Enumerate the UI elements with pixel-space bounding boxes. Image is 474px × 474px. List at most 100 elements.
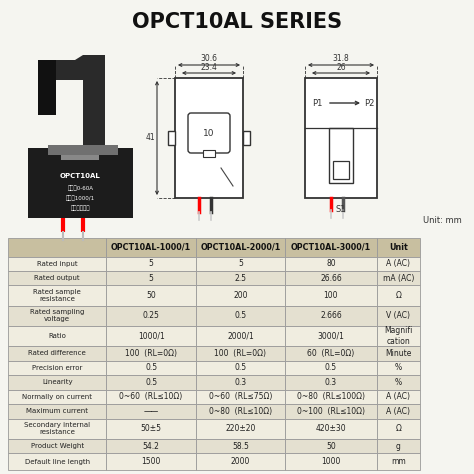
Text: 80: 80 bbox=[326, 259, 336, 268]
Bar bbox=[285, 419, 377, 439]
Bar bbox=[107, 419, 196, 439]
Bar bbox=[196, 256, 285, 271]
Text: 0~60  (RL≤10Ω): 0~60 (RL≤10Ω) bbox=[119, 392, 183, 401]
Bar bbox=[196, 419, 285, 439]
Bar bbox=[8, 361, 107, 375]
Text: OPCT10AL-3000/1: OPCT10AL-3000/1 bbox=[291, 243, 371, 252]
Text: OPCT10AL: OPCT10AL bbox=[60, 173, 101, 179]
Bar bbox=[107, 375, 196, 390]
Text: Rated sample
resistance: Rated sample resistance bbox=[33, 289, 81, 302]
Text: 5: 5 bbox=[149, 273, 154, 283]
Bar bbox=[107, 306, 196, 326]
Text: P2: P2 bbox=[364, 99, 374, 108]
Text: 50±5: 50±5 bbox=[141, 424, 162, 433]
Text: 0.5: 0.5 bbox=[325, 364, 337, 373]
Bar bbox=[38, 60, 56, 115]
Text: 23.4: 23.4 bbox=[201, 63, 218, 72]
Bar bbox=[196, 326, 285, 346]
Bar bbox=[196, 361, 285, 375]
Bar bbox=[196, 285, 285, 306]
Bar bbox=[377, 306, 420, 326]
Bar bbox=[196, 238, 285, 256]
Bar bbox=[285, 404, 377, 419]
Bar bbox=[196, 375, 285, 390]
Text: 1000/1: 1000/1 bbox=[138, 332, 164, 341]
Bar bbox=[8, 404, 107, 419]
Bar bbox=[377, 375, 420, 390]
Text: 0~80  (RL≤100Ω): 0~80 (RL≤100Ω) bbox=[297, 392, 365, 401]
Bar bbox=[8, 326, 107, 346]
Text: Linearity: Linearity bbox=[42, 379, 73, 385]
Text: Rated input: Rated input bbox=[37, 261, 78, 267]
Bar bbox=[377, 361, 420, 375]
Text: 0~60  (RL≤75Ω): 0~60 (RL≤75Ω) bbox=[209, 392, 272, 401]
Text: Default line length: Default line length bbox=[25, 459, 90, 465]
Bar bbox=[377, 238, 420, 256]
FancyBboxPatch shape bbox=[188, 113, 230, 153]
Bar bbox=[285, 238, 377, 256]
Bar bbox=[285, 439, 377, 453]
Bar bbox=[196, 439, 285, 453]
Text: OPCT10AL-2000/1: OPCT10AL-2000/1 bbox=[201, 243, 281, 252]
Bar bbox=[203, 150, 215, 157]
Bar bbox=[196, 453, 285, 470]
Bar bbox=[377, 404, 420, 419]
Text: 50: 50 bbox=[146, 291, 156, 300]
Text: Ratio: Ratio bbox=[48, 333, 66, 339]
Text: 30.6: 30.6 bbox=[201, 54, 218, 63]
Text: Rated sampling
voltage: Rated sampling voltage bbox=[30, 310, 84, 322]
Bar bbox=[377, 453, 420, 470]
Text: Product Weight: Product Weight bbox=[31, 443, 84, 449]
Bar bbox=[285, 453, 377, 470]
Text: S1: S1 bbox=[336, 206, 346, 215]
Text: 1500: 1500 bbox=[141, 457, 161, 466]
Text: 41: 41 bbox=[146, 134, 155, 143]
Bar bbox=[48, 145, 118, 155]
Text: Ω: Ω bbox=[395, 424, 401, 433]
Bar bbox=[8, 390, 107, 404]
Bar bbox=[285, 326, 377, 346]
Bar bbox=[285, 285, 377, 306]
Bar bbox=[107, 326, 196, 346]
Bar bbox=[8, 238, 107, 256]
Bar bbox=[175, 78, 243, 198]
Text: 0.3: 0.3 bbox=[325, 378, 337, 387]
Bar bbox=[8, 346, 107, 361]
Text: Precision error: Precision error bbox=[32, 365, 82, 371]
Text: 3000/1: 3000/1 bbox=[318, 332, 344, 341]
Bar bbox=[377, 326, 420, 346]
Text: A (AC): A (AC) bbox=[386, 407, 410, 416]
Text: 0~80  (RL≤10Ω): 0~80 (RL≤10Ω) bbox=[209, 407, 272, 416]
Bar bbox=[8, 256, 107, 271]
Text: Rated output: Rated output bbox=[35, 275, 80, 281]
Text: 0.5: 0.5 bbox=[145, 364, 157, 373]
Bar bbox=[377, 285, 420, 306]
Bar bbox=[377, 346, 420, 361]
Text: 26.66: 26.66 bbox=[320, 273, 342, 283]
Text: Magnifi
cation: Magnifi cation bbox=[384, 327, 413, 346]
Text: P1: P1 bbox=[312, 99, 322, 108]
Bar bbox=[8, 271, 107, 285]
Bar bbox=[28, 148, 133, 218]
Text: 南京向上电子: 南京向上电子 bbox=[71, 205, 90, 211]
Text: Maximum current: Maximum current bbox=[26, 408, 88, 414]
Bar bbox=[377, 439, 420, 453]
Text: 54.2: 54.2 bbox=[143, 441, 160, 450]
Bar bbox=[8, 306, 107, 326]
Bar bbox=[196, 346, 285, 361]
Bar bbox=[107, 238, 196, 256]
Bar bbox=[377, 271, 420, 285]
Text: mA (AC): mA (AC) bbox=[383, 273, 414, 283]
Text: Unit: Unit bbox=[389, 243, 408, 252]
Bar bbox=[8, 285, 107, 306]
Bar bbox=[285, 256, 377, 271]
Bar bbox=[285, 361, 377, 375]
Text: Minute: Minute bbox=[385, 349, 411, 358]
Text: 100  (RL=0Ω): 100 (RL=0Ω) bbox=[125, 349, 177, 358]
Bar bbox=[107, 390, 196, 404]
Text: A (AC): A (AC) bbox=[386, 392, 410, 401]
Bar bbox=[377, 256, 420, 271]
Text: %: % bbox=[395, 364, 402, 373]
Bar bbox=[107, 439, 196, 453]
Text: Rated difference: Rated difference bbox=[28, 350, 86, 356]
